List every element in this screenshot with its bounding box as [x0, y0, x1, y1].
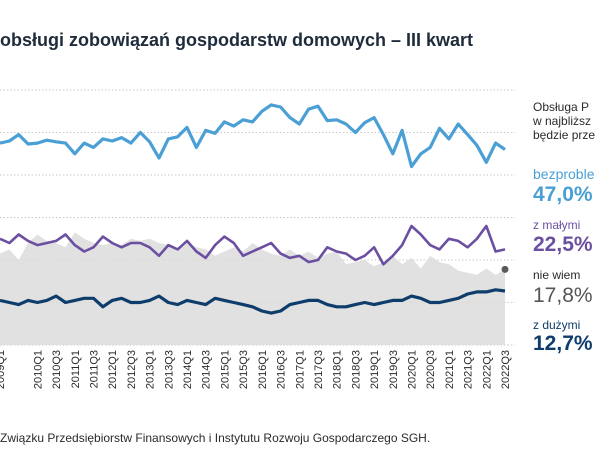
- legend-label-male: z małymi: [533, 218, 581, 232]
- x-tick-label: 2017Q3: [313, 350, 325, 389]
- side-note: Obsługa P w najbliższ będzie prze: [533, 100, 595, 142]
- x-tick-label: 2017Q1: [294, 350, 306, 389]
- legend-label-nie-wiem: nie wiem: [533, 268, 581, 282]
- x-tick-label: 2012Q1: [107, 350, 119, 389]
- chart-title: obsługi zobowiązań gospodarstw domowych …: [0, 30, 474, 50]
- x-tick-label: 2022Q3: [500, 350, 512, 389]
- x-tick-label: 2013Q3: [163, 350, 175, 389]
- x-tick-label: 2021Q3: [463, 350, 475, 389]
- x-tick-label: 2012Q3: [126, 350, 138, 389]
- x-tick-label: 2014Q3: [201, 350, 213, 389]
- x-tick-label: 2014Q1: [182, 350, 194, 389]
- x-tick-label: 2015Q1: [219, 350, 231, 389]
- series-line-male: [0, 224, 506, 266]
- side-note-line: Obsługa P: [533, 100, 590, 114]
- x-tick-label: 2016Q3: [276, 350, 288, 389]
- x-tick-label: 2016Q1: [257, 350, 269, 389]
- x-tick-label: 2015Q3: [238, 350, 250, 389]
- x-tick-label: 2013Q1: [145, 350, 157, 389]
- x-tick-label: 2011Q1: [70, 350, 82, 388]
- series-endpoint-nie-wiem: [501, 265, 509, 273]
- x-tick-label: 2022Q1: [481, 350, 493, 389]
- legend-label-bezproblemowo: bezproble: [533, 166, 595, 182]
- x-tick-label: 2011Q3: [89, 350, 101, 388]
- series-line-duze: [0, 288, 506, 315]
- x-tick-label: 2018Q1: [332, 350, 344, 389]
- value-label-male: 22,5%: [533, 233, 593, 256]
- series-group: [0, 103, 509, 345]
- x-tick-label: 2010Q3: [51, 350, 63, 389]
- x-tick-label: 2009Q1: [0, 350, 7, 389]
- value-label-duze: 12,7%: [533, 332, 593, 355]
- series-area-nie-wiem: [0, 232, 505, 345]
- x-tick-label: 2019Q1: [369, 350, 381, 389]
- x-axis-ticks: 2009Q1 2010Q1 2010Q3 2011Q1 2011Q3 2012Q1 2012…: [0, 350, 512, 389]
- x-tick-label: 2021Q1: [444, 350, 456, 389]
- value-label-bezproblemowo: 47,0%: [533, 183, 593, 206]
- series-line-bezproblemowo: [0, 103, 506, 169]
- x-tick-label: 2020Q1: [406, 350, 418, 389]
- x-tick-label: 2010Q1: [32, 350, 44, 389]
- side-note-line: w najbliższ: [533, 114, 592, 128]
- legend-label-duze: z dużymi: [533, 318, 581, 332]
- x-tick-label: 2018Q3: [350, 350, 362, 389]
- x-tick-label: 2020Q3: [425, 350, 437, 389]
- value-label-nie-wiem: 17,8%: [533, 284, 593, 307]
- source-footnote: Związku Przedsiębiorstw Finansowych i In…: [0, 431, 431, 445]
- side-note-line: będzie prze: [533, 128, 596, 142]
- x-tick-label: 2019Q3: [388, 350, 400, 389]
